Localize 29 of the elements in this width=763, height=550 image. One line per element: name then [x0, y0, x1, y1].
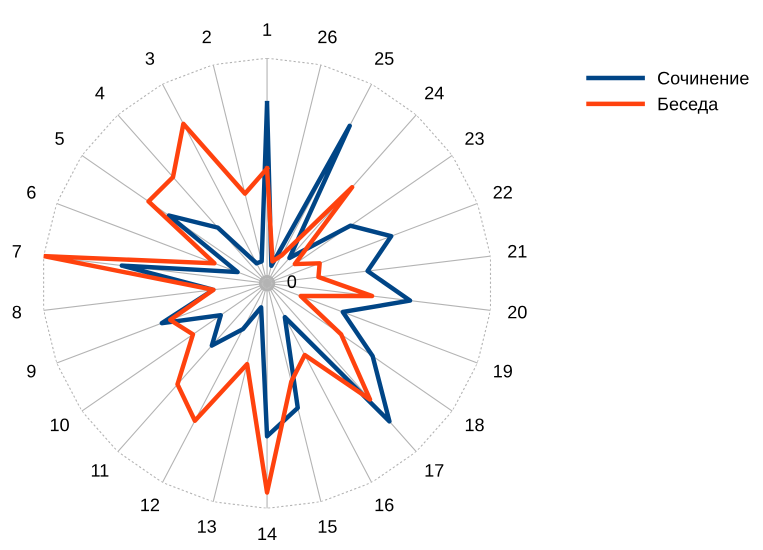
legend-label: Беседа [658, 98, 718, 114]
spoke-label: 21 [508, 244, 526, 258]
spoke-label: 14 [258, 528, 277, 540]
spoke-label: 16 [376, 498, 394, 512]
spoke-label: 20 [508, 306, 527, 318]
spoke-label: 19 [494, 364, 512, 378]
spoke-label: 22 [494, 186, 512, 199]
spoke-label: 26 [318, 30, 337, 44]
spoke-label: 10 [50, 418, 69, 432]
spoke-label: 18 [466, 418, 484, 432]
legend-label: Сочинение [658, 72, 749, 85]
text: 0 [287, 275, 296, 288]
spoke-label: 8 [12, 306, 22, 318]
spoke-label: 5 [55, 132, 64, 145]
spoke-label: 3 [146, 52, 154, 65]
spoke-label: 25 [375, 52, 394, 65]
spoke-label: 24 [425, 86, 444, 100]
spoke-label: 9 [27, 364, 36, 378]
spoke-label: 13 [198, 520, 216, 533]
spoke-label: 4 [95, 86, 104, 100]
spoke-label: 15 [318, 520, 337, 533]
spoke-label: 1 [263, 23, 272, 36]
spoke-label: 11 [92, 464, 108, 477]
spoke-label: 17 [426, 464, 444, 477]
spoke-label: 2 [202, 30, 211, 44]
spoke-label: 12 [141, 498, 160, 512]
spoke-label: 7 [12, 245, 21, 258]
spoke-label: 6 [27, 186, 36, 199]
spoke-label: 23 [465, 132, 484, 145]
